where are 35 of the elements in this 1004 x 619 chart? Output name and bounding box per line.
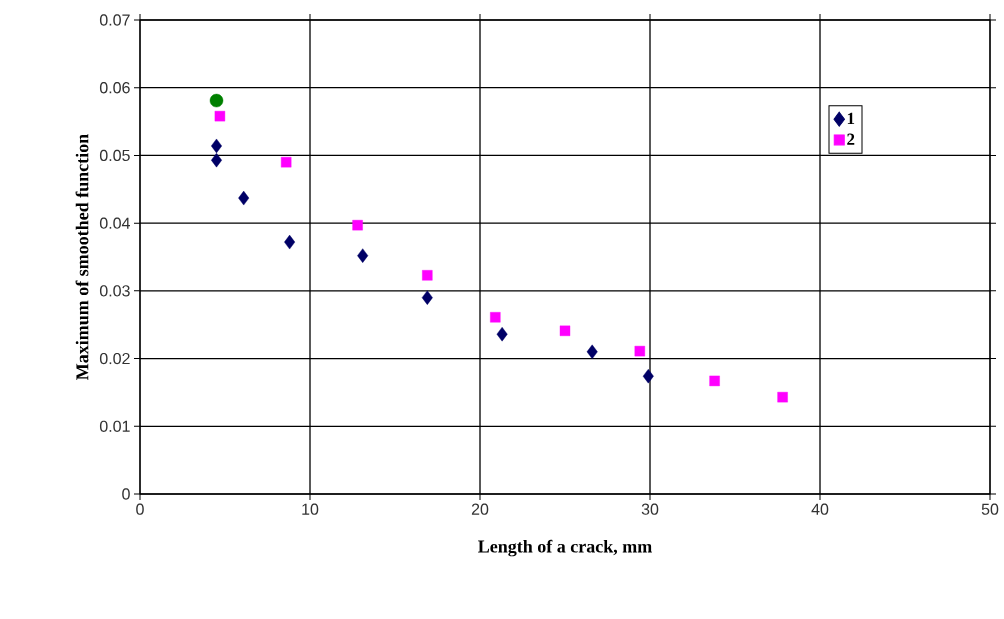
x-tick-label: 0: [136, 503, 144, 515]
point: [352, 219, 363, 231]
point: [238, 190, 250, 206]
x-tick-label: 10: [302, 503, 319, 515]
x-tick-label: 40: [811, 503, 829, 515]
point: [421, 290, 433, 305]
y-tick-label: 0.01: [99, 420, 130, 432]
y-axis-title: Maximum of smoothed function: [75, 134, 89, 380]
x-tick-label: 20: [471, 503, 489, 515]
y-tick-label: 0.02: [99, 352, 130, 365]
point: [284, 234, 296, 250]
y-tick-label: 0.06: [99, 82, 130, 94]
point: [214, 110, 226, 122]
legend-label: 1: [847, 112, 855, 125]
point: [490, 312, 501, 323]
y-tick-label: 0.03: [99, 285, 130, 297]
point: [709, 375, 720, 387]
x-tick-label: 50: [981, 503, 999, 515]
point: [357, 248, 369, 263]
point: [586, 344, 598, 359]
x-axis-title: Length of a crack, mm: [478, 539, 652, 557]
legend-label: 2: [847, 133, 855, 145]
point: [422, 270, 433, 281]
x-tick-label: 30: [641, 503, 659, 515]
point: [281, 157, 292, 168]
y-tick-label: 0.07: [99, 14, 130, 26]
point: [777, 391, 788, 403]
point: [642, 368, 654, 384]
y-tick-label: 0.04: [99, 217, 130, 229]
y-tick-label: 0.05: [99, 149, 130, 162]
y-tick-label: 0: [122, 488, 130, 500]
point: [634, 345, 645, 357]
point: [209, 93, 224, 108]
point: [496, 326, 508, 342]
point: [559, 325, 571, 337]
